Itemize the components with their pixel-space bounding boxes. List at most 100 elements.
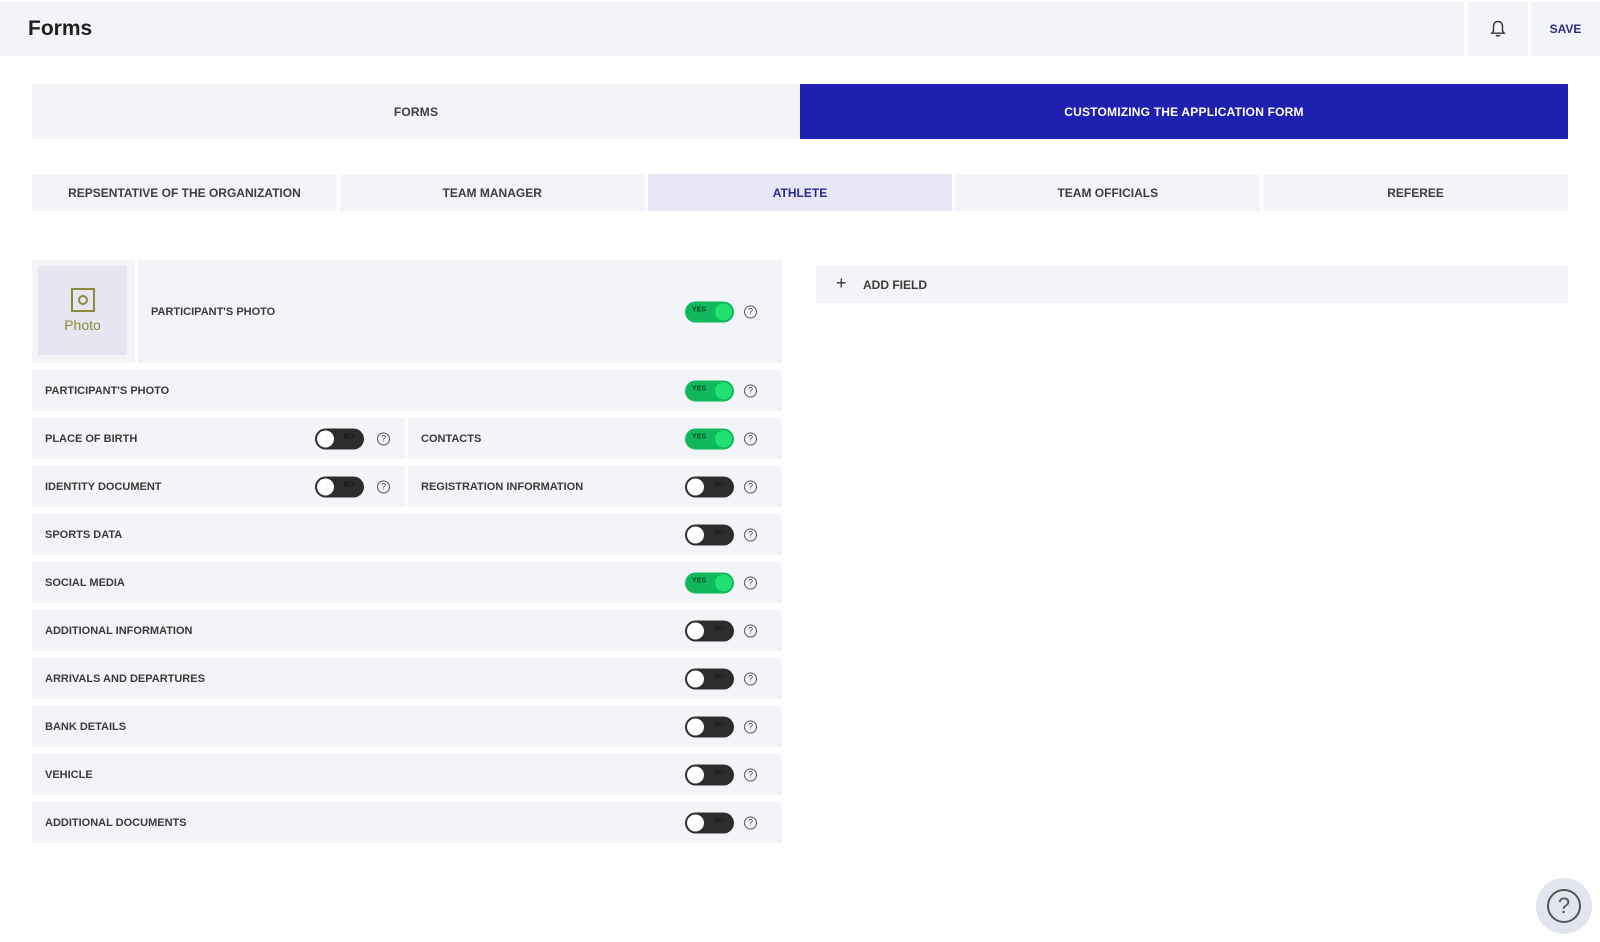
tab-team-manager[interactable]: TEAM MANAGER [339,174,645,211]
additional-information-toggle[interactable]: NO [685,620,734,641]
field-label: BANK DETAILS [45,720,127,733]
bell-icon [1490,20,1506,37]
toggle-knob [687,766,704,783]
toggle-text: NO [713,817,725,824]
tab-representative-of-organization[interactable]: REPSENTATIVE OF THE ORGANIZATION [32,174,337,211]
toggle-knob [687,670,704,687]
photo-upload[interactable]: Photo [32,260,135,363]
photo-field-row: PARTICIPANT'S PHOTO YES ? [138,260,782,363]
help-icon[interactable]: ? [744,624,757,637]
sports-data-toggle[interactable]: NO [685,524,734,545]
field-label: ADDITIONAL DOCUMENTS [45,816,187,829]
toggle-knob [317,478,334,495]
contacts-toggle[interactable]: YES [685,428,734,449]
save-button[interactable]: SAVE [1531,2,1600,56]
field-label: CONTACTS [421,432,482,445]
help-icon[interactable]: ? [744,384,757,397]
help-icon[interactable]: ? [744,720,757,733]
field-label: PLACE OF BIRTH [45,432,138,445]
camera-icon [70,288,95,312]
plus-icon: + [836,273,847,293]
bank-details-toggle[interactable]: NO [685,716,734,737]
field-label: SPORTS DATA [45,528,123,541]
add-field-label: ADD FIELD [863,278,927,292]
field-row-contacts: CONTACTS YES ? [408,418,782,459]
help-icon[interactable]: ? [744,576,757,589]
toggle-text: NO [343,481,355,488]
help-icon[interactable]: ? [744,480,757,493]
toggle-knob [687,622,704,639]
help-icon[interactable]: ? [744,816,757,829]
field-label: ARRIVALS AND DEPARTURES [45,672,205,685]
main-tabs: FORMS CUSTOMIZING THE APPLICATION FORM [32,84,1568,139]
notifications-button[interactable] [1468,2,1528,56]
field-label: REGISTRATION INFORMATION [421,480,584,493]
place-of-birth-toggle[interactable]: NO [315,428,364,449]
help-icon[interactable]: ? [744,432,757,445]
top-bar: Forms SAVE [0,2,1600,56]
question-icon: ? [1547,889,1581,923]
toggle-knob [687,814,704,831]
help-icon[interactable]: ? [744,768,757,781]
toggle-knob [715,430,732,447]
toggle-knob [715,303,732,320]
toggle-knob [317,430,334,447]
photo-section: Photo PARTICIPANT'S PHOTO YES ? [32,260,782,363]
additional-documents-toggle[interactable]: NO [685,812,734,833]
toggle-text: NO [343,433,355,440]
field-row-vehicle: VEHICLE NO ? [32,754,782,795]
help-icon[interactable]: ? [744,528,757,541]
field-row-social-media: SOCIAL MEDIA YES ? [32,562,782,603]
registration-information-toggle[interactable]: NO [685,476,734,497]
field-label: PARTICIPANT'S PHOTO [151,305,276,318]
field-label: ADDITIONAL INFORMATION [45,624,193,637]
toggle-text: NO [713,529,725,536]
toggle-text: NO [713,481,725,488]
field-row-participant-photo: PARTICIPANT'S PHOTO YES ? [32,370,782,411]
tab-referee[interactable]: REFEREE [1263,174,1568,211]
tab-forms[interactable]: FORMS [32,84,800,139]
field-row-place-of-birth: PLACE OF BIRTH NO ? [32,418,405,459]
field-label: PARTICIPANT'S PHOTO [45,384,170,397]
identity-document-toggle[interactable]: NO [315,476,364,497]
participant-photo-toggle[interactable]: YES [685,380,734,401]
toggle-text: YES [692,433,707,440]
field-label: IDENTITY DOCUMENT [45,480,162,493]
help-icon[interactable]: ? [744,305,757,318]
toggle-knob [687,718,704,735]
field-row-identity-document: IDENTITY DOCUMENT NO ? [32,466,405,507]
toggle-text: YES [692,385,707,392]
field-row-arrivals-and-departures: ARRIVALS AND DEPARTURES NO ? [32,658,782,699]
tab-athlete[interactable]: ATHLETE [647,174,953,211]
add-field-button[interactable]: + ADD FIELD [816,266,1568,303]
photo-placeholder-label: Photo [64,317,101,333]
help-icon[interactable]: ? [377,480,390,493]
field-row-bank-details: BANK DETAILS NO ? [32,706,782,747]
toggle-knob [687,478,704,495]
social-media-toggle[interactable]: YES [685,572,734,593]
toggle-text: YES [692,577,707,584]
toggle-text: NO [713,721,725,728]
help-icon[interactable]: ? [744,672,757,685]
field-label: SOCIAL MEDIA [45,576,125,589]
toggle-text: NO [713,625,725,632]
photo-toggle[interactable]: YES [685,301,734,322]
help-button[interactable]: ? [1536,878,1592,934]
arrivals-and-departures-toggle[interactable]: NO [685,668,734,689]
field-row-registration-information: REGISTRATION INFORMATION NO ? [408,466,782,507]
toggle-text: YES [692,306,707,313]
role-tabs: REPSENTATIVE OF THE ORGANIZATION TEAM MA… [32,174,1568,211]
tab-team-officials[interactable]: TEAM OFFICIALS [955,174,1261,211]
toggle-knob [715,574,732,591]
toggle-text: NO [713,769,725,776]
page-title: Forms [28,17,93,40]
field-row-additional-documents: ADDITIONAL DOCUMENTS NO ? [32,802,782,843]
toggle-knob [687,526,704,543]
toggle-text: NO [713,673,725,680]
tab-customizing-application-form[interactable]: CUSTOMIZING THE APPLICATION FORM [800,84,1568,139]
vehicle-toggle[interactable]: NO [685,764,734,785]
field-row-additional-information: ADDITIONAL INFORMATION NO ? [32,610,782,651]
photo-placeholder: Photo [38,266,127,355]
help-icon[interactable]: ? [377,432,390,445]
field-row-sports-data: SPORTS DATA NO ? [32,514,782,555]
